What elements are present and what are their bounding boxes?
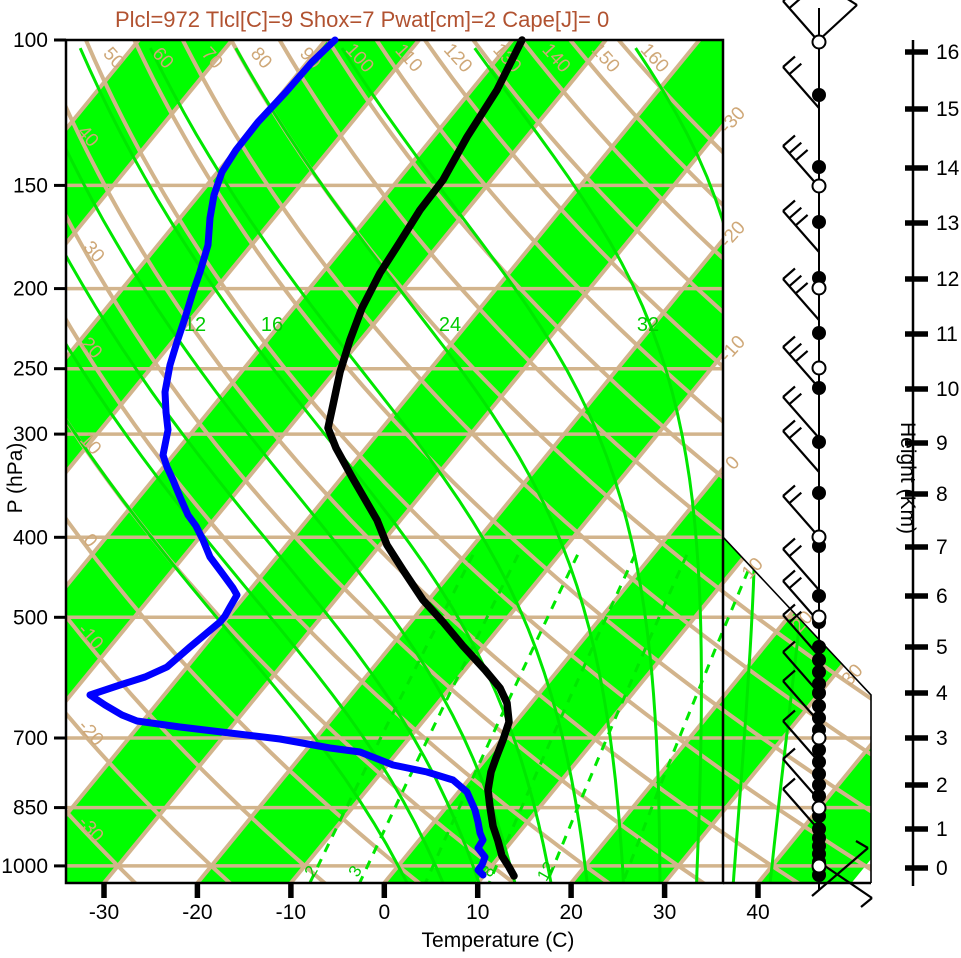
temperature-tick-label: 20 xyxy=(559,901,582,924)
height-tick-label: 7 xyxy=(936,536,948,559)
pressure-tick-label: 850 xyxy=(13,797,48,820)
pressure-tick-label: 400 xyxy=(13,526,48,549)
pressure-tick-label: 150 xyxy=(13,174,48,197)
height-tick-label: 8 xyxy=(936,483,948,506)
sounding-profiles xyxy=(86,36,526,880)
height-tick-label: 10 xyxy=(936,378,959,401)
pressure-tick-label: 1000 xyxy=(1,855,48,878)
height-tick-label: 4 xyxy=(936,682,948,705)
svg-text:120: 120 xyxy=(439,40,476,78)
svg-text:30: 30 xyxy=(79,237,109,267)
temperature-tick-label: 40 xyxy=(746,901,769,924)
pressure-tick-label: 700 xyxy=(13,727,48,750)
temperature-tick-label: -10 xyxy=(276,901,306,924)
plot-frame xyxy=(64,38,872,885)
height-tick-label: 2 xyxy=(936,774,948,797)
temperature-axis-label: Temperature (C) xyxy=(422,929,575,952)
chart-title: Plcl=972 Tlcl[C]=9 Shox=7 Pwat[cm]=2 Cap… xyxy=(115,7,609,32)
wind-barb-column xyxy=(782,0,873,908)
height-tick-label: 6 xyxy=(936,585,948,608)
height-tick-label: 1 xyxy=(936,818,948,841)
pressure-tick-label: 500 xyxy=(13,606,48,629)
temperature-tick-label: -20 xyxy=(182,901,212,924)
height-tick-label: 15 xyxy=(936,98,959,121)
height-tick-label: 3 xyxy=(936,727,948,750)
height-tick-label: 14 xyxy=(936,157,960,180)
temperature-trace xyxy=(324,36,526,880)
pressure-axis-label: P (hPa) xyxy=(4,443,27,514)
svg-text:32: 32 xyxy=(637,314,659,336)
svg-text:12: 12 xyxy=(533,858,559,884)
temperature-tick-label: 30 xyxy=(653,901,676,924)
pressure-tick-label: 250 xyxy=(13,358,48,381)
svg-text:24: 24 xyxy=(439,314,461,336)
height-tick-label: 9 xyxy=(936,432,948,455)
height-tick-label: 0 xyxy=(936,857,948,880)
temperature-tick-label: 0 xyxy=(378,901,390,924)
svg-text:160: 160 xyxy=(636,40,673,78)
svg-text:-20: -20 xyxy=(74,716,108,750)
svg-text:16: 16 xyxy=(261,314,283,336)
pressure-tick-label: 100 xyxy=(13,29,48,52)
svg-text:80: 80 xyxy=(246,43,276,73)
height-tick-label: 13 xyxy=(936,212,959,235)
dewpoint-trace xyxy=(86,36,489,879)
svg-text:12: 12 xyxy=(184,314,206,336)
pressure-tick-label: 200 xyxy=(13,278,48,301)
height-tick-label: 11 xyxy=(936,323,958,346)
height-tick-label: 16 xyxy=(936,41,959,64)
height-tick-label: 5 xyxy=(936,636,948,659)
svg-text:0: 0 xyxy=(722,452,745,474)
pressure-tick-label: 300 xyxy=(13,423,48,446)
temperature-tick-label: 10 xyxy=(466,901,489,924)
temperature-tick-label: -30 xyxy=(89,901,119,924)
height-axis-label: Height (Km) xyxy=(896,422,919,534)
height-tick-label: 12 xyxy=(936,268,959,291)
